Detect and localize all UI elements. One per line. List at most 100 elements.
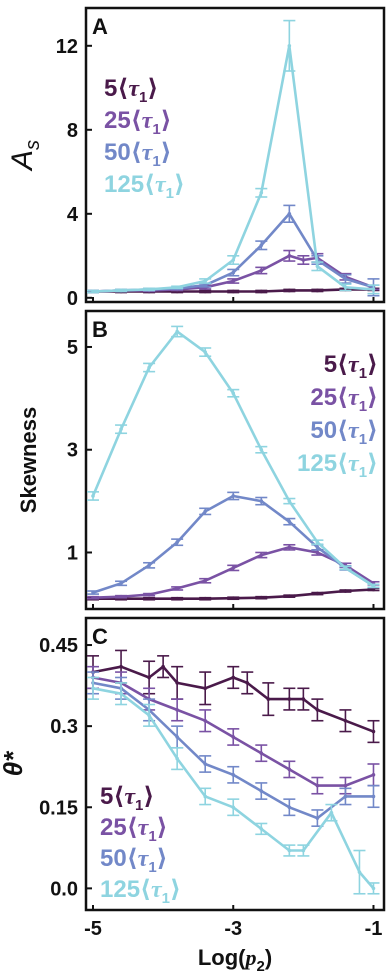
panel-c: C θ* 0.0 0.15 0.3 0.45 5⟨τ1⟩25⟨τ1⟩50⟨τ1⟩125⟨… [0, 616, 386, 912]
data-point [287, 594, 292, 598]
data-point [329, 810, 334, 815]
series-line [92, 687, 375, 890]
data-point [371, 729, 376, 734]
data-point [357, 870, 362, 874]
data-point [147, 596, 151, 601]
data-point [231, 258, 236, 262]
data-point [231, 494, 236, 498]
data-point [301, 848, 306, 853]
data-point [287, 254, 292, 258]
data-point [175, 285, 179, 290]
legend-entry-25: 25⟨τ1⟩ [104, 107, 172, 138]
x-axis-label: Log(p2) [198, 945, 272, 974]
data-point [175, 756, 179, 761]
data-point [343, 566, 348, 570]
data-point [119, 581, 123, 586]
data-point [371, 773, 376, 777]
legend-entry-25: 25⟨τ1⟩ [310, 384, 378, 415]
data-point [287, 499, 292, 503]
data-point [119, 594, 123, 599]
data-point [371, 886, 376, 891]
data-point [231, 735, 236, 739]
legend-entry-50: 50⟨τ1⟩ [310, 417, 378, 448]
data-point [161, 664, 165, 669]
data-point [259, 289, 264, 294]
y-tick-label: 0.15 [39, 797, 78, 819]
legend-entry-5: 5⟨τ1⟩ [324, 351, 378, 382]
data-point [203, 794, 207, 799]
legend-entry-25: 25⟨τ1⟩ [100, 814, 168, 845]
data-point [175, 329, 179, 334]
data-point [245, 681, 250, 685]
y-tick-label: 0.45 [39, 635, 78, 657]
data-point [119, 664, 123, 669]
data-point [343, 783, 348, 788]
series-50-tau [87, 671, 380, 827]
data-point [259, 553, 264, 557]
data-point [315, 264, 320, 269]
data-point [343, 277, 348, 281]
data-point [203, 718, 207, 723]
data-point [343, 589, 348, 593]
data-point [287, 212, 292, 216]
series-25-tau [87, 543, 380, 600]
data-point [315, 591, 320, 596]
data-point [315, 816, 320, 820]
data-point [203, 596, 207, 601]
y-tick-label: 12 [56, 36, 78, 58]
panel-b-label: B [92, 317, 108, 342]
legend-entry-50: 50⟨τ1⟩ [100, 845, 168, 876]
series-5-tau [87, 587, 380, 601]
data-point [91, 686, 95, 691]
data-point [203, 279, 207, 283]
data-point [287, 697, 292, 701]
data-point [231, 773, 236, 777]
data-point [259, 243, 264, 248]
data-point [287, 805, 292, 810]
data-point [315, 545, 320, 550]
data-point [287, 519, 292, 524]
y-tick-label: 8 [67, 120, 78, 142]
panel-c-plot: 0.0 0.15 0.3 0.45 5⟨τ1⟩25⟨τ1⟩50⟨τ1⟩125⟨τ1⟩ [39, 635, 380, 910]
x-tick-label: -3 [224, 918, 242, 940]
data-point [266, 697, 271, 701]
data-point [343, 794, 348, 799]
data-point [147, 365, 151, 370]
data-point [259, 751, 264, 755]
data-point [259, 827, 264, 831]
panel-c-label: C [92, 624, 108, 649]
data-point [371, 587, 376, 592]
data-point [147, 592, 151, 597]
data-point [231, 566, 236, 570]
legend-entry-5: 5⟨τ1⟩ [100, 783, 154, 814]
data-point [91, 595, 95, 600]
panel-c-frame [84, 616, 386, 912]
data-point [203, 578, 207, 583]
data-point [175, 586, 179, 591]
data-point [231, 805, 236, 810]
y-tick-label: 5 [67, 337, 78, 359]
series-125-tau [87, 676, 380, 895]
data-point [315, 550, 320, 555]
legend-entry-125: 125⟨τ1⟩ [104, 171, 185, 202]
y-tick-label: 0.0 [50, 878, 78, 900]
y-tick-label: 0.3 [50, 716, 78, 738]
data-point [203, 350, 207, 354]
legend-entry-50: 50⟨τ1⟩ [104, 139, 172, 170]
panel-b-plot: 1 3 5 5⟨τ1⟩25⟨τ1⟩50⟨τ1⟩125⟨τ1⟩ [67, 325, 380, 609]
panel-b: B Skewness 1 3 5 5⟨τ1⟩25⟨τ1⟩50⟨τ1⟩125⟨τ1⟩ [16, 309, 386, 611]
data-point [147, 675, 151, 680]
data-point [231, 289, 236, 294]
series-125-tau [87, 19, 380, 295]
data-point [231, 391, 236, 396]
panel-b-frame [84, 309, 386, 611]
y-tick-label: 0 [67, 288, 78, 310]
data-point [175, 681, 179, 685]
series-line [92, 494, 375, 594]
legend-entry-125: 125⟨τ1⟩ [297, 450, 378, 481]
data-point [231, 596, 236, 601]
data-point [315, 783, 320, 788]
y-tick-label: 4 [67, 204, 79, 226]
